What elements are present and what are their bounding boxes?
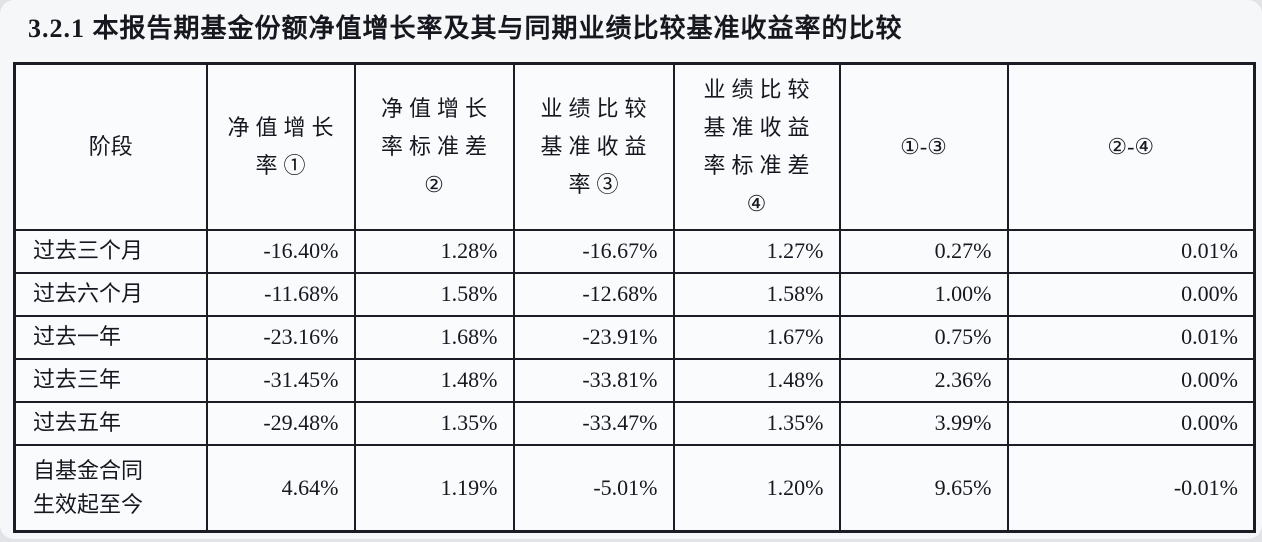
cell-diff-2-4: -0.01% [1006, 443, 1256, 533]
cell-diff-2-4: 0.00% [1006, 271, 1256, 317]
cell-nav-growth-stddev: 1.48% [353, 357, 515, 403]
row-label: 自基金合同 生效起至今 [13, 443, 208, 533]
table-row-past-3-months: 过去三个月 -16.40% 1.28% -16.67% 1.27% 0.27% … [13, 228, 1256, 274]
row-label: 过去六个月 [13, 271, 208, 317]
cell-benchmark-return: -16.67% [512, 228, 675, 274]
table-row-since-inception: 自基金合同 生效起至今 4.64% 1.19% -5.01% 1.20% 9.6… [13, 443, 1256, 533]
row-label: 过去一年 [13, 314, 208, 360]
table-row-past-6-months: 过去六个月 -11.68% 1.58% -12.68% 1.58% 1.00% … [13, 271, 1256, 317]
col-header-benchmark-return: 业绩比较 基准收益 率③ [512, 62, 675, 231]
cell-nav-growth-stddev: 1.68% [353, 314, 515, 360]
cell-benchmark-return: -33.47% [512, 400, 675, 446]
row-label: 过去五年 [13, 400, 208, 446]
row-label: 过去三年 [13, 357, 208, 403]
cell-diff-1-3: 9.65% [838, 443, 1009, 533]
cell-diff-2-4: 0.00% [1006, 400, 1256, 446]
cell-nav-growth-rate: -31.45% [205, 357, 356, 403]
cell-benchmark-stddev: 1.35% [672, 400, 841, 446]
col-header-stage: 阶段 [13, 62, 208, 231]
col-header-diff-2-4: ②-④ [1006, 62, 1256, 231]
cell-nav-growth-rate: -11.68% [205, 271, 356, 317]
cell-benchmark-stddev: 1.48% [672, 357, 841, 403]
cell-diff-1-3: 3.99% [838, 400, 1009, 446]
cell-benchmark-return: -33.81% [512, 357, 675, 403]
cell-diff-2-4: 0.00% [1006, 357, 1256, 403]
cell-benchmark-stddev: 1.20% [672, 443, 841, 533]
cell-nav-growth-rate: -29.48% [205, 400, 356, 446]
cell-benchmark-stddev: 1.27% [672, 228, 841, 274]
cell-benchmark-stddev: 1.67% [672, 314, 841, 360]
table-header-row: 阶段 净值增长 率① 净值增长 率标准差 ② 业绩比较 基准收益 率③ 业绩比较… [13, 62, 1256, 231]
col-header-nav-growth-stddev: 净值增长 率标准差 ② [353, 62, 515, 231]
col-header-nav-growth-rate: 净值增长 率① [205, 62, 356, 231]
cell-nav-growth-rate: -23.16% [205, 314, 356, 360]
cell-diff-1-3: 2.36% [838, 357, 1009, 403]
section-title: 3.2.1 本报告期基金份额净值增长率及其与同期业绩比较基准收益率的比较 [28, 14, 903, 43]
table-row-past-3-years: 过去三年 -31.45% 1.48% -33.81% 1.48% 2.36% 0… [13, 357, 1256, 403]
row-label: 过去三个月 [13, 228, 208, 274]
col-header-benchmark-stddev: 业绩比较 基准收益 率标准差 ④ [672, 62, 841, 231]
cell-diff-2-4: 0.01% [1006, 314, 1256, 360]
cell-diff-1-3: 1.00% [838, 271, 1009, 317]
cell-diff-2-4: 0.01% [1006, 228, 1256, 274]
table-row-past-5-years: 过去五年 -29.48% 1.35% -33.47% 1.35% 3.99% 0… [13, 400, 1256, 446]
cell-nav-growth-stddev: 1.28% [353, 228, 515, 274]
cell-nav-growth-stddev: 1.19% [353, 443, 515, 533]
cell-benchmark-return: -23.91% [512, 314, 675, 360]
cell-nav-growth-rate: -16.40% [205, 228, 356, 274]
cell-nav-growth-rate: 4.64% [205, 443, 356, 533]
cell-nav-growth-stddev: 1.35% [353, 400, 515, 446]
performance-comparison-table: 阶段 净值增长 率① 净值增长 率标准差 ② 业绩比较 基准收益 率③ 业绩比较… [13, 62, 1256, 533]
cell-benchmark-stddev: 1.58% [672, 271, 841, 317]
cell-diff-1-3: 0.75% [838, 314, 1009, 360]
cell-benchmark-return: -5.01% [512, 443, 675, 533]
cell-diff-1-3: 0.27% [838, 228, 1009, 274]
table-row-past-1-year: 过去一年 -23.16% 1.68% -23.91% 1.67% 0.75% 0… [13, 314, 1256, 360]
cell-nav-growth-stddev: 1.58% [353, 271, 515, 317]
col-header-diff-1-3: ①-③ [838, 62, 1009, 231]
cell-benchmark-return: -12.68% [512, 271, 675, 317]
